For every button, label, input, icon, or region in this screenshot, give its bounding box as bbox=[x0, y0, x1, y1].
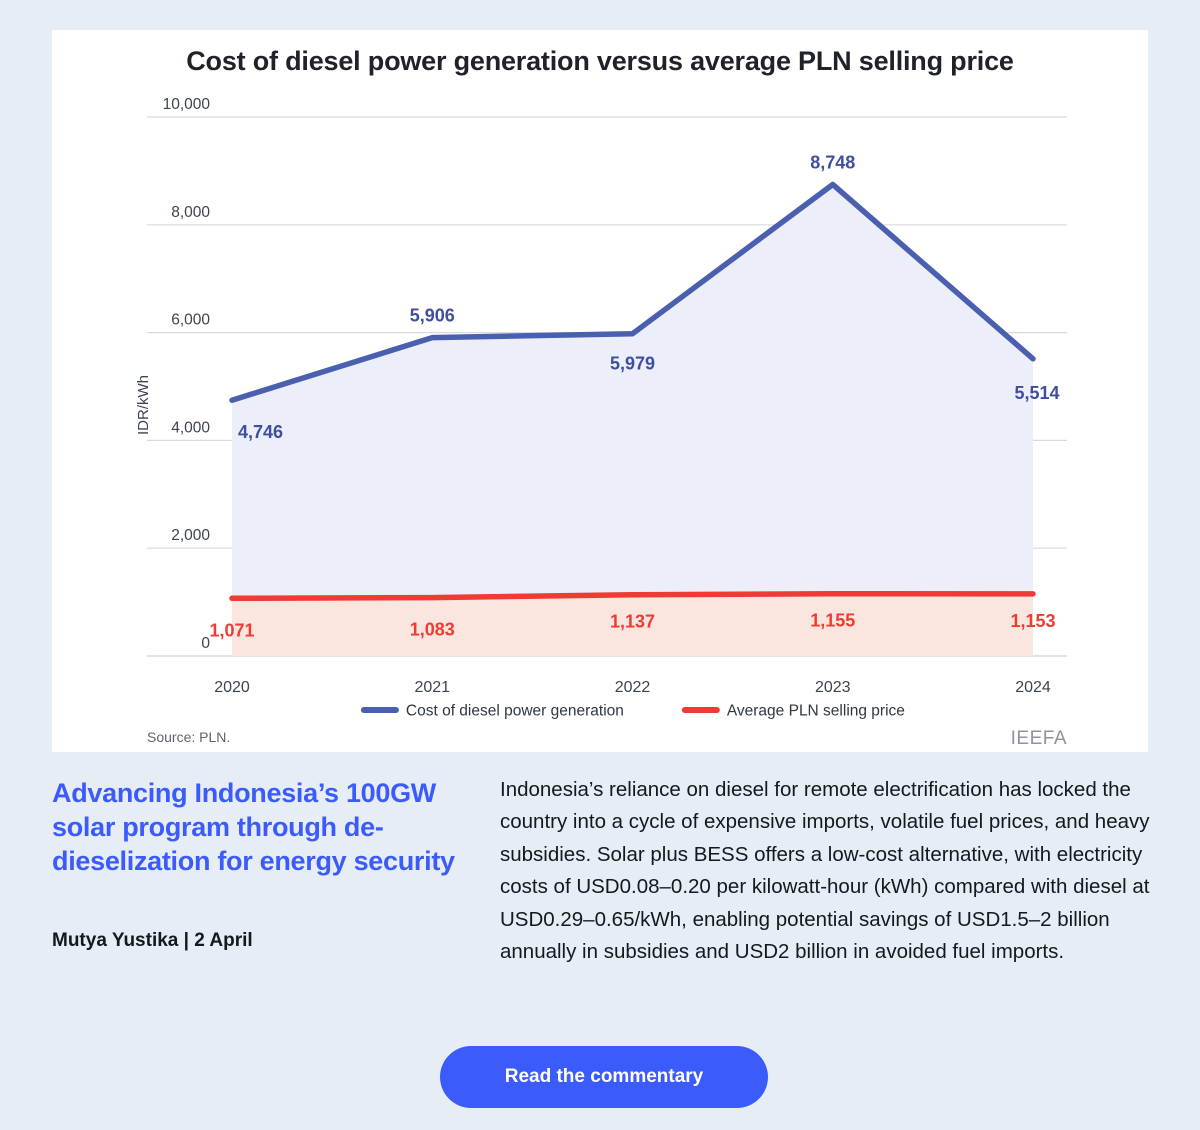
x-axis-tick-label: 2022 bbox=[615, 679, 651, 696]
article-headline: Advancing Indonesia’s 100GW solar progra… bbox=[52, 778, 455, 876]
x-axis-tick-label: 2021 bbox=[414, 679, 450, 696]
data-label-series-0: 8,748 bbox=[810, 152, 855, 172]
chart-title: Cost of diesel power generation versus a… bbox=[186, 46, 1014, 76]
data-label-series-1: 1,071 bbox=[209, 620, 254, 640]
area-fill-series-0 bbox=[232, 184, 1033, 657]
article-byline: Mutya Yustika | 2 April bbox=[52, 930, 253, 951]
data-label-series-1: 1,137 bbox=[610, 612, 655, 632]
chart-card: Cost of diesel power generation versus a… bbox=[52, 30, 1148, 752]
data-label-series-1: 1,155 bbox=[810, 611, 855, 631]
data-label-series-0: 5,514 bbox=[1014, 383, 1059, 403]
data-label-series-0: 4,746 bbox=[238, 422, 283, 442]
y-axis-tick-label: 0 bbox=[201, 635, 210, 652]
x-axis-tick-label: 2023 bbox=[815, 679, 851, 696]
data-label-series-1: 1,153 bbox=[1010, 611, 1055, 631]
ieefa-logo: IEEFA bbox=[1011, 728, 1067, 749]
data-label-series-0: 5,979 bbox=[610, 354, 655, 374]
area-fill-series-1 bbox=[232, 593, 1033, 656]
y-axis-tick-label: 10,000 bbox=[163, 96, 211, 113]
y-axis-tick-label: 6,000 bbox=[171, 312, 210, 329]
line-series-0 bbox=[229, 181, 1036, 403]
y-axis-title: IDR/kWh bbox=[135, 375, 152, 435]
legend-label-series-1: Average PLN selling price bbox=[727, 703, 905, 720]
y-axis-tick-label: 4,000 bbox=[171, 419, 210, 436]
y-axis-tick-label: 2,000 bbox=[171, 527, 210, 544]
x-axis-tick-label: 2020 bbox=[214, 679, 250, 696]
source-note: Source: PLN. bbox=[147, 729, 230, 745]
data-label-series-0: 5,906 bbox=[410, 306, 455, 326]
legend-label-series-0: Cost of diesel power generation bbox=[406, 703, 624, 720]
line-series-1 bbox=[229, 590, 1036, 602]
read-commentary-button[interactable]: Read the commentary bbox=[440, 1046, 768, 1108]
x-axis-tick-label: 2024 bbox=[1015, 679, 1051, 696]
article-body: Indonesia’s reliance on diesel for remot… bbox=[500, 778, 1150, 964]
line-chart: 0 2,000 4,000 6,000 8,000 10,000 IDR/kWh 4,746 5… bbox=[135, 96, 1067, 749]
data-label-series-1: 1,083 bbox=[410, 620, 455, 640]
y-axis-tick-label: 8,000 bbox=[171, 204, 210, 221]
